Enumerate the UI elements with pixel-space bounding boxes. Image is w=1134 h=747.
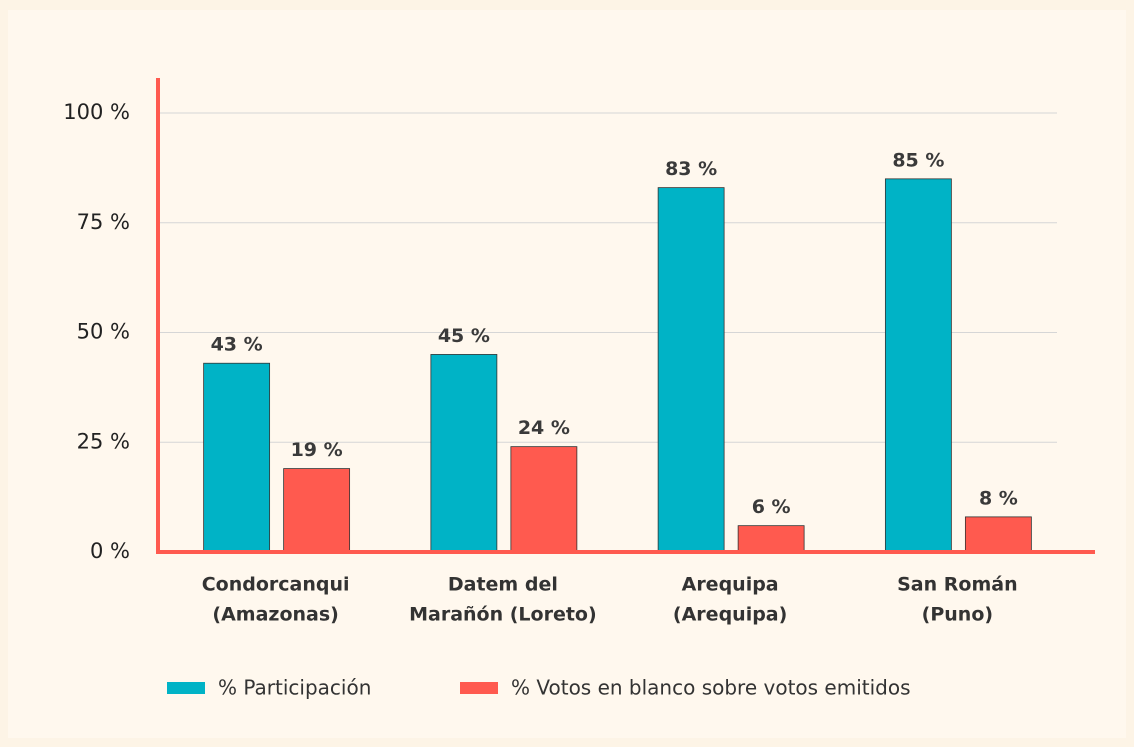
y-tick-label: 50 % — [77, 320, 130, 344]
bar — [430, 354, 498, 553]
data-label: 45 % — [438, 325, 490, 347]
x-tick-label: Arequipa — [682, 574, 779, 596]
data-label: 19 % — [291, 439, 343, 461]
x-tick-label: (Puno) — [922, 604, 993, 626]
bar — [657, 187, 725, 553]
x-tick-label: Marañón (Loreto) — [409, 604, 597, 626]
bar — [964, 516, 1032, 553]
data-label: 85 % — [892, 149, 944, 171]
data-label: 43 % — [211, 334, 263, 356]
x-tick-label: (Amazonas) — [212, 604, 338, 626]
x-tick-label: Condorcanqui — [202, 574, 350, 596]
bar — [203, 362, 271, 553]
y-tick-label: 75 % — [77, 210, 130, 234]
data-label: 6 % — [752, 496, 791, 518]
bar — [737, 525, 805, 553]
legend-swatch — [167, 682, 205, 694]
x-tick-label: (Arequipa) — [673, 604, 787, 626]
x-tick-label: Datem del — [448, 574, 558, 596]
bar — [884, 178, 952, 553]
legend-swatch — [460, 682, 498, 694]
panel — [8, 10, 1126, 738]
x-tick-label: San Román — [897, 574, 1017, 596]
y-tick-label: 25 % — [77, 429, 130, 453]
legend-label: % Votos en blanco sobre votos emitidos — [511, 676, 911, 700]
legend-label: % Participación — [218, 676, 371, 700]
data-label: 24 % — [518, 417, 570, 439]
data-label: 8 % — [979, 487, 1018, 509]
bar — [283, 468, 351, 553]
data-label: 83 % — [665, 158, 717, 180]
y-tick-label: 0 % — [90, 539, 130, 563]
y-tick-label: 100 % — [63, 100, 130, 124]
bar — [510, 446, 578, 553]
